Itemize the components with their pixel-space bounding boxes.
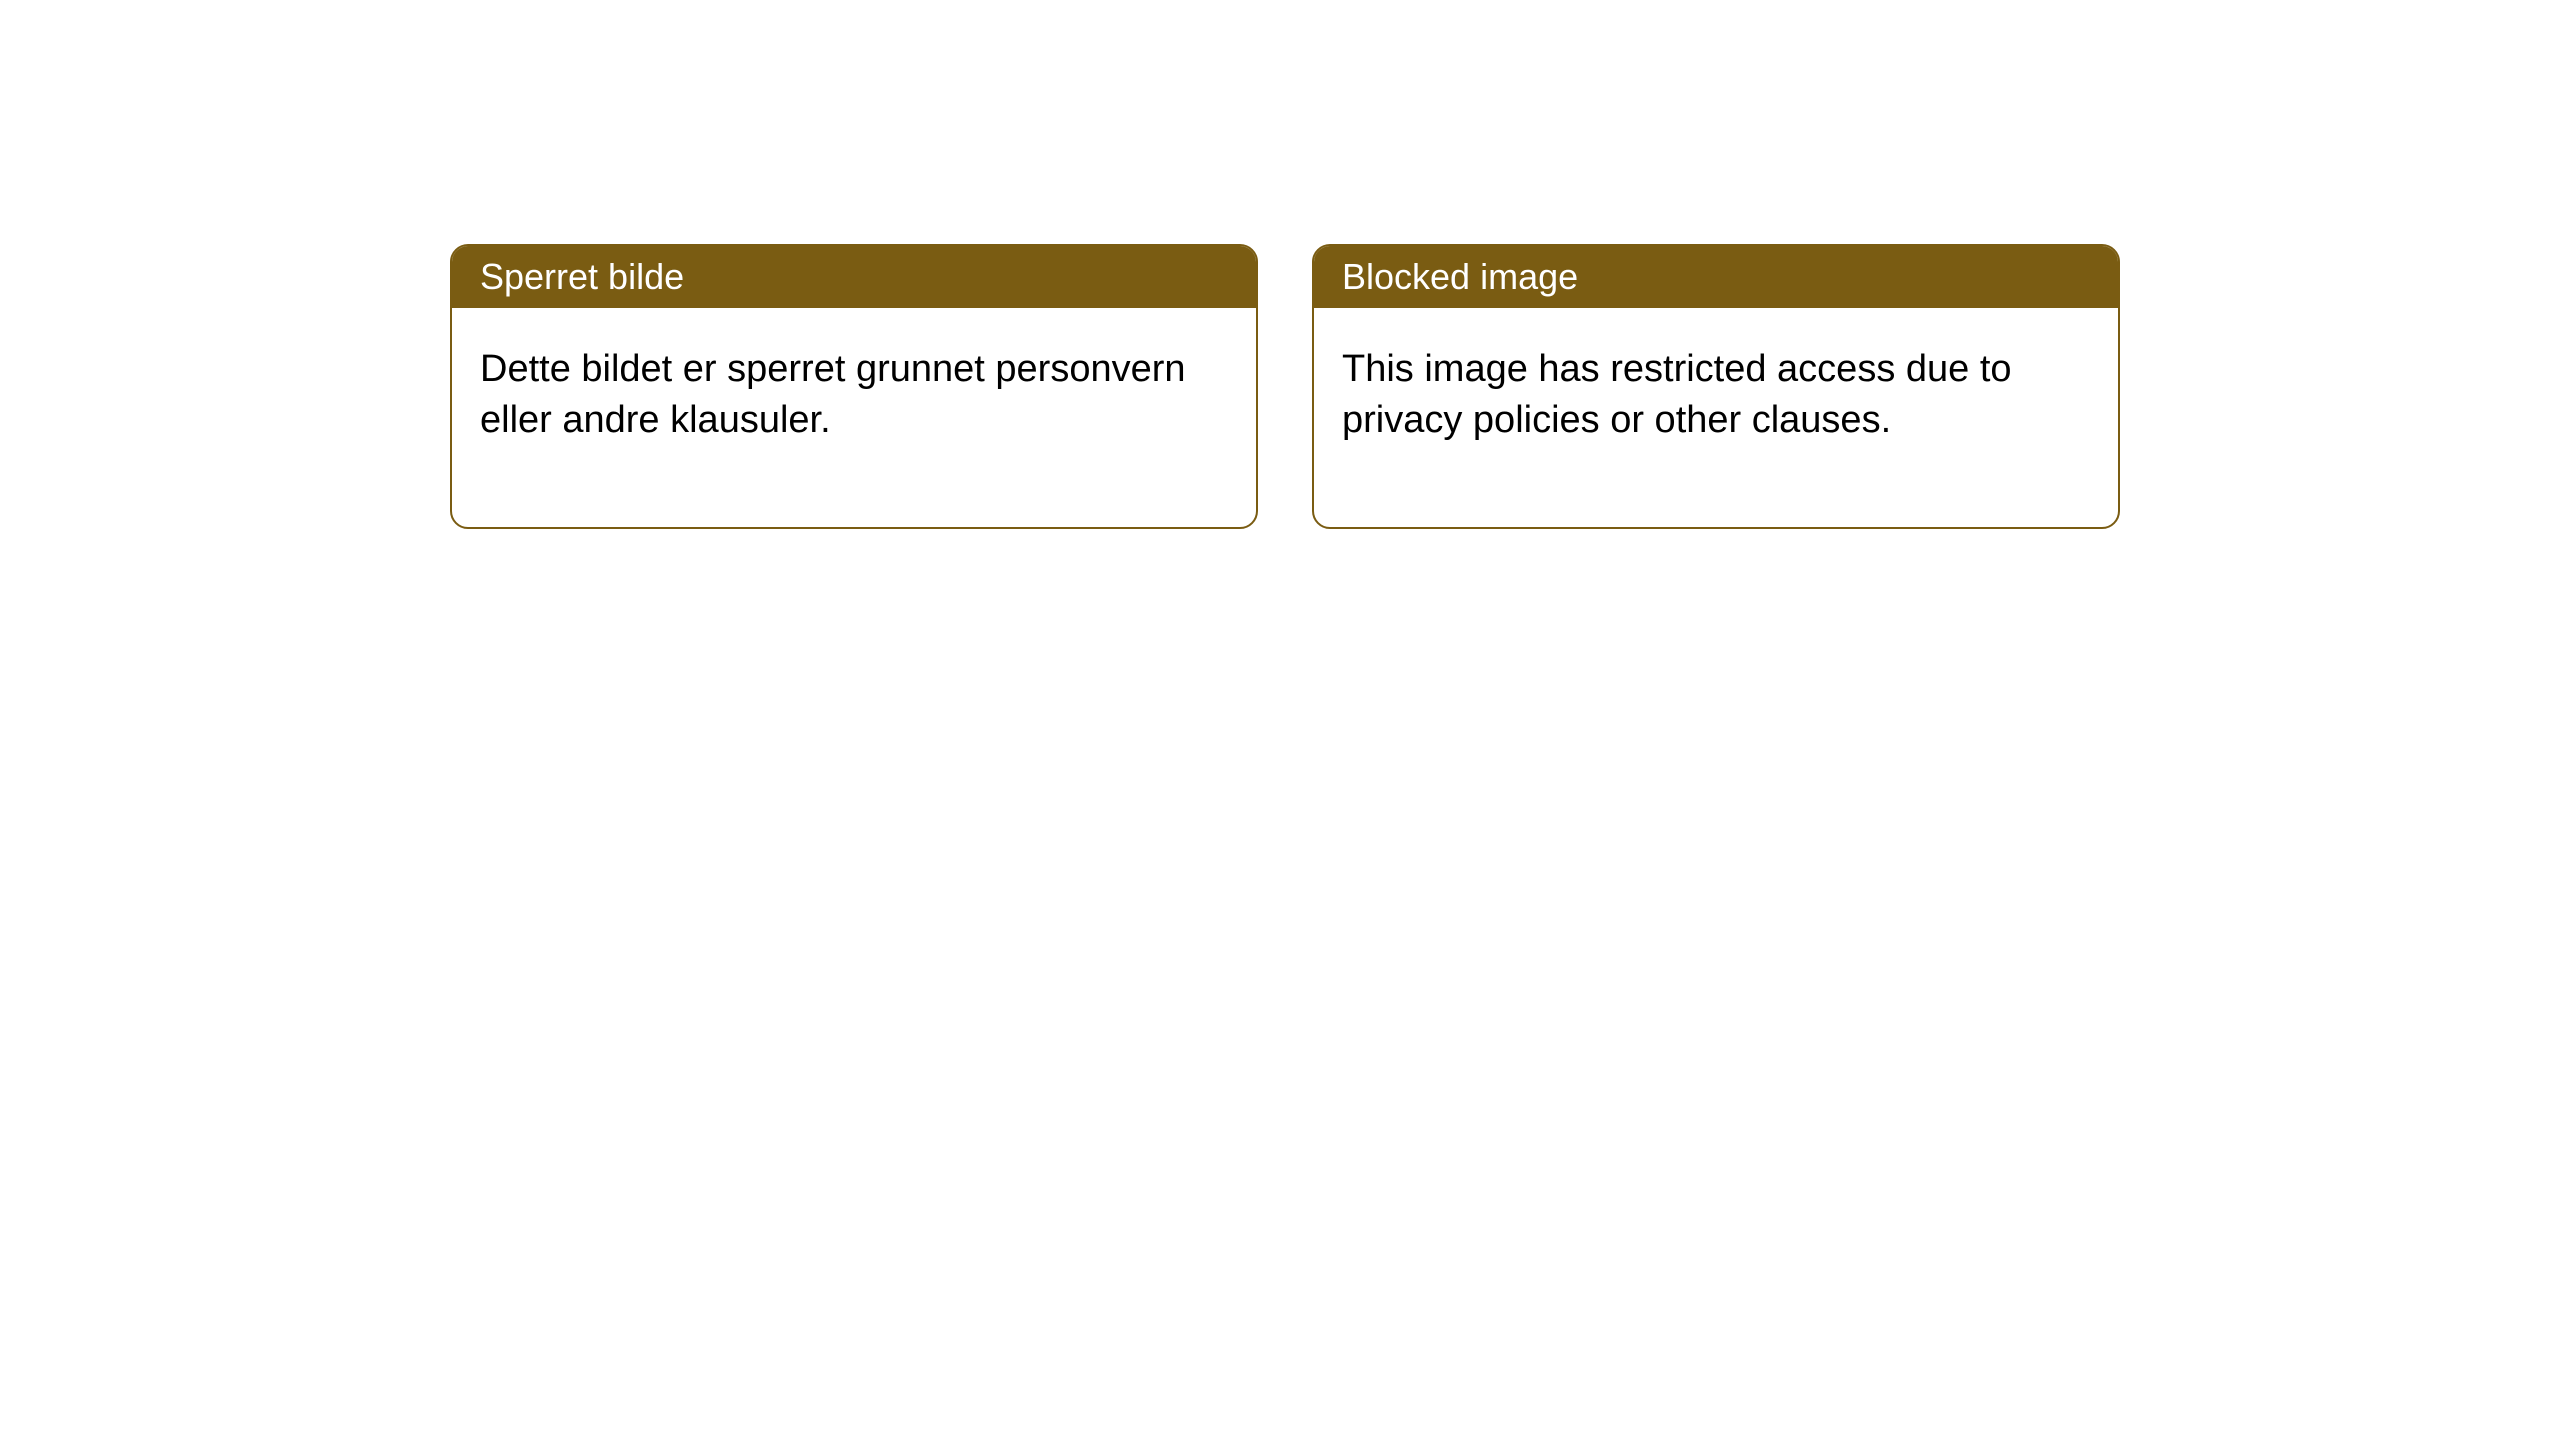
notice-header-norwegian: Sperret bilde: [452, 246, 1256, 308]
notice-card-english: Blocked image This image has restricted …: [1312, 244, 2120, 529]
notice-card-norwegian: Sperret bilde Dette bildet er sperret gr…: [450, 244, 1258, 529]
notice-header-english: Blocked image: [1314, 246, 2118, 308]
notice-body-norwegian: Dette bildet er sperret grunnet personve…: [452, 308, 1256, 527]
notice-container: Sperret bilde Dette bildet er sperret gr…: [450, 244, 2120, 529]
notice-body-english: This image has restricted access due to …: [1314, 308, 2118, 527]
